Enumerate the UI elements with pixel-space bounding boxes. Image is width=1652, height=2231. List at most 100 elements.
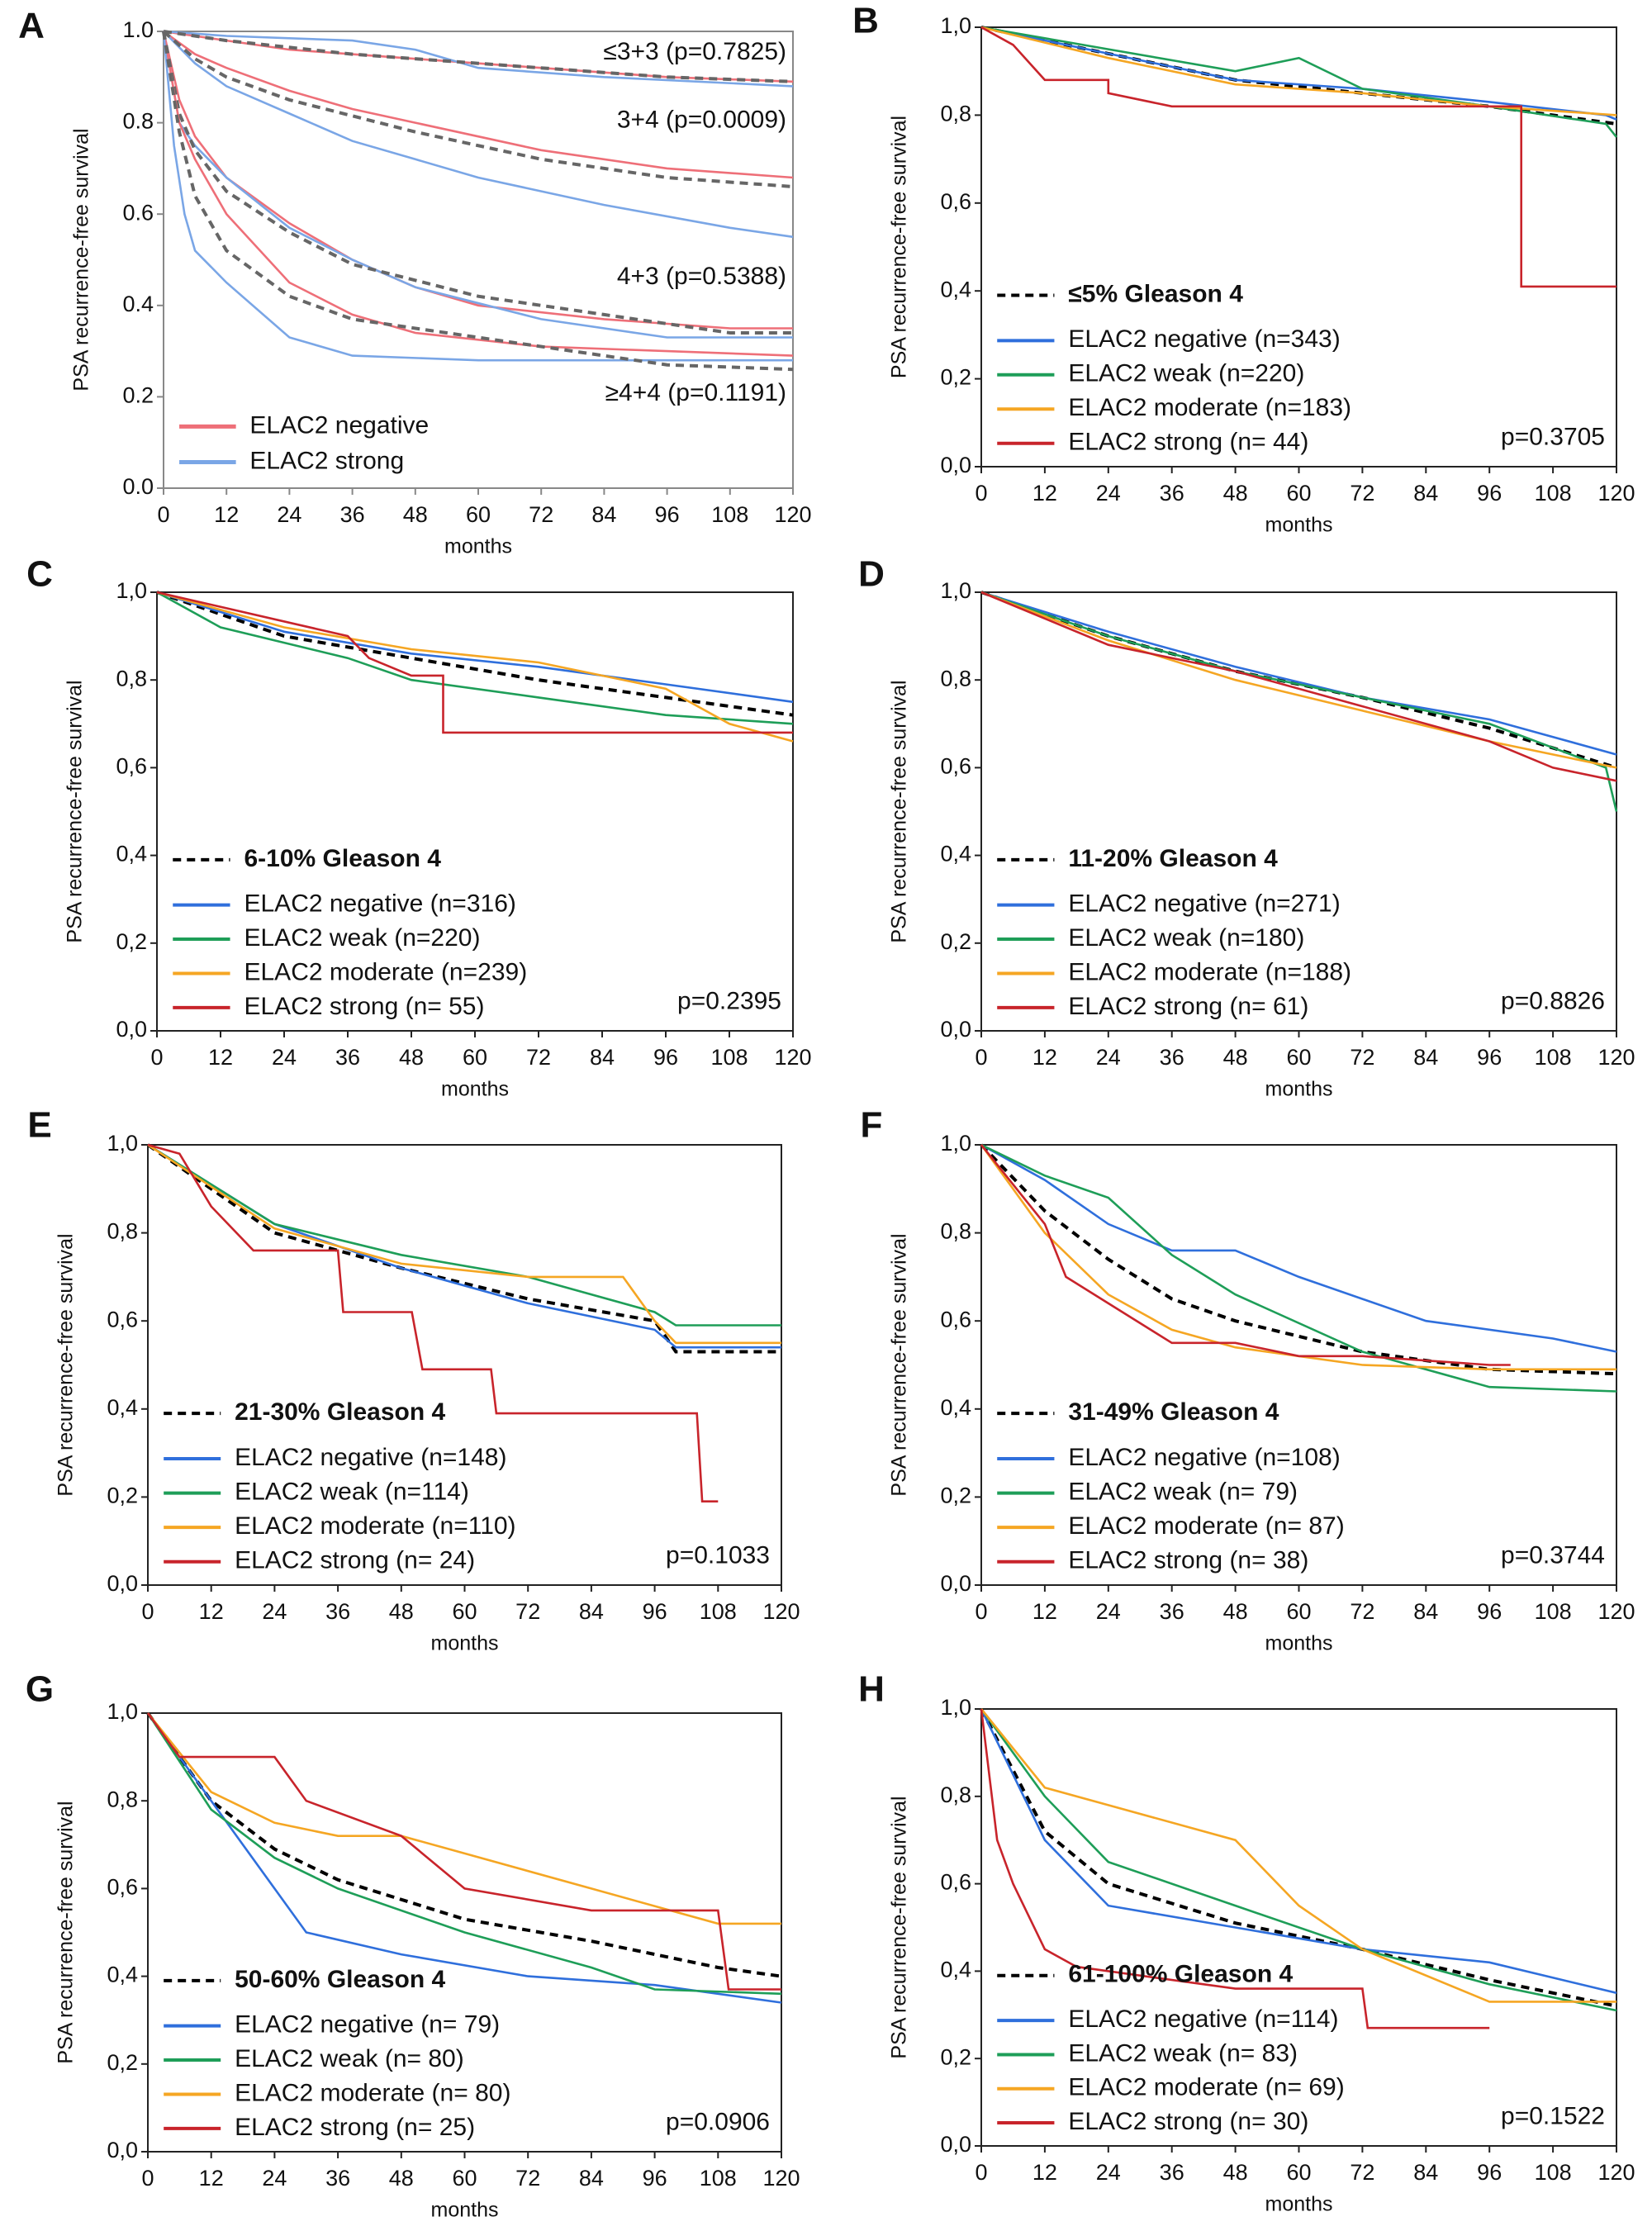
survival-curve [156,591,794,717]
legend-label: 31-49% Gleason 4 [1068,1398,1279,1426]
survival-curve [980,1144,1616,1371]
y-tick-label: 0,4 [940,1958,971,1982]
x-tick-label: 48 [389,2166,414,2191]
x-tick-label: 96 [653,1045,678,1070]
survival-curve [156,591,794,704]
legend-label: ELAC2 moderate (n= 69) [1068,2074,1344,2101]
survival-curve [162,30,794,188]
x-tick-label: 24 [262,1599,287,1624]
survival-curve [162,31,793,362]
x-tick-label: 0 [150,1045,163,1070]
x-tick-label: 24 [1096,1599,1121,1624]
y-tick-label: 1,0 [940,1131,971,1156]
legend-label: ≤5% Gleason 4 [1068,280,1243,307]
survival-curve [146,1712,781,1991]
y-tick-label: 0,6 [940,1870,971,1895]
y-tick-label: 0,2 [116,929,147,954]
y-tick-label: 0,8 [116,666,147,691]
y-tick-label: 1,0 [107,1131,138,1156]
y-tick-label: 0,4 [107,1963,138,1987]
y-tick-label: 0,2 [940,1483,971,1508]
x-tick-label: 36 [340,502,365,527]
survival-curve [147,1143,781,1345]
x-axis-label: months [441,1078,509,1101]
survival-curve [147,1143,781,1349]
x-tick-label: 24 [1096,2160,1121,2185]
panel: G 0,0 0,2 0,4 0,6 0,8 1,0 0 12 24 36 48 60 72 84 96 108 1… [26,1669,800,2222]
y-tick-label: 0,4 [116,842,147,866]
y-tick-label: 0,2 [940,365,971,390]
p-value: p=0.8826 [1501,987,1605,1014]
x-tick-label: 96 [1477,1045,1502,1070]
survival-curve [163,30,794,179]
x-tick-label: 12 [199,1599,224,1624]
x-tick-label: 108 [710,1045,748,1070]
y-tick-label: 0,8 [940,102,971,126]
x-tick-label: 120 [774,1045,811,1070]
y-tick-label: 1,0 [107,1699,138,1724]
x-tick-label: 108 [1535,1599,1572,1624]
x-tick-label: 24 [1096,481,1121,506]
x-tick-label: 84 [1413,481,1438,506]
y-tick-label: 0,2 [107,2050,138,2075]
x-tick-label: 12 [1032,1045,1057,1070]
survival-curve [147,1143,781,1327]
legend-label: ELAC2 strong [249,447,404,474]
x-tick-label: 72 [526,1045,551,1070]
legend-label: ELAC2 weak (n= 79) [1068,1479,1298,1506]
y-tick-label: 0,0 [940,1571,971,1596]
y-tick-label: 0,2 [940,929,971,954]
y-tick-label: 0,0 [116,1017,147,1042]
legend-label: ELAC2 weak (n= 80) [235,2045,464,2072]
y-tick-label: 0,4 [940,1395,971,1420]
x-tick-label: 24 [272,1045,297,1070]
x-tick-label: 48 [1223,1045,1248,1070]
survival-curve [980,1143,1617,1393]
y-tick-label: 0,6 [940,754,971,779]
legend-label: ELAC2 weak (n=220) [244,924,480,952]
x-axis-label: months [1265,2193,1333,2216]
x-tick-label: 96 [643,2166,667,2191]
legend-label: ELAC2 weak (n=220) [1068,360,1304,387]
legend-label: ELAC2 strong (n= 25) [235,2114,475,2141]
legend-label: ELAC2 strong (n= 30) [1068,2108,1308,2135]
x-tick-label: 108 [711,502,748,527]
x-tick-label: 96 [1477,2160,1502,2185]
x-tick-label: 72 [515,2166,540,2191]
x-tick-label: 96 [1477,481,1502,506]
survival-curve [146,1712,782,2004]
x-tick-label: 72 [1350,1045,1374,1070]
x-tick-label: 120 [1597,1045,1635,1070]
x-tick-label: 12 [1032,2160,1057,2185]
x-axis-label: months [1265,1632,1333,1655]
y-tick-label: 0,4 [107,1395,138,1420]
panel-label: H [858,1669,885,1710]
survival-curve [980,591,1617,769]
survival-curve [980,26,1618,138]
x-axis-label: months [444,535,512,558]
x-tick-label: 108 [700,1599,737,1624]
x-tick-label: 120 [1597,1599,1635,1624]
x-tick-label: 48 [1223,481,1248,506]
x-tick-label: 48 [403,502,428,527]
survival-curve [146,1143,781,1354]
x-tick-label: 84 [590,1045,615,1070]
y-tick-label: 0.0 [122,474,154,499]
panel: F 0,0 0,2 0,4 0,6 0,8 1,0 0 12 24 36 48 60 72 84 96 108 1… [861,1105,1635,1655]
panel: D 0,0 0,2 0,4 0,6 0,8 1,0 0 12 24 36 48 60 72 84 96 108 1… [858,554,1635,1101]
x-tick-label: 120 [1597,2160,1635,2185]
x-tick-label: 96 [1477,1599,1502,1624]
survival-curve [980,1144,1511,1366]
legend-label: ELAC2 negative (n=114) [1068,2006,1338,2033]
x-tick-label: 36 [1160,481,1184,506]
x-tick-label: 24 [277,502,301,527]
panel-label: F [861,1105,883,1146]
x-tick-label: 120 [762,2166,800,2191]
y-tick-label: 0,6 [940,189,971,214]
x-axis-label: months [431,2199,499,2222]
y-tick-label: 0,0 [940,1017,971,1042]
y-tick-label: 0,0 [940,2132,971,2157]
x-tick-label: 108 [1535,1045,1572,1070]
p-value: p=0.1033 [666,1541,770,1569]
